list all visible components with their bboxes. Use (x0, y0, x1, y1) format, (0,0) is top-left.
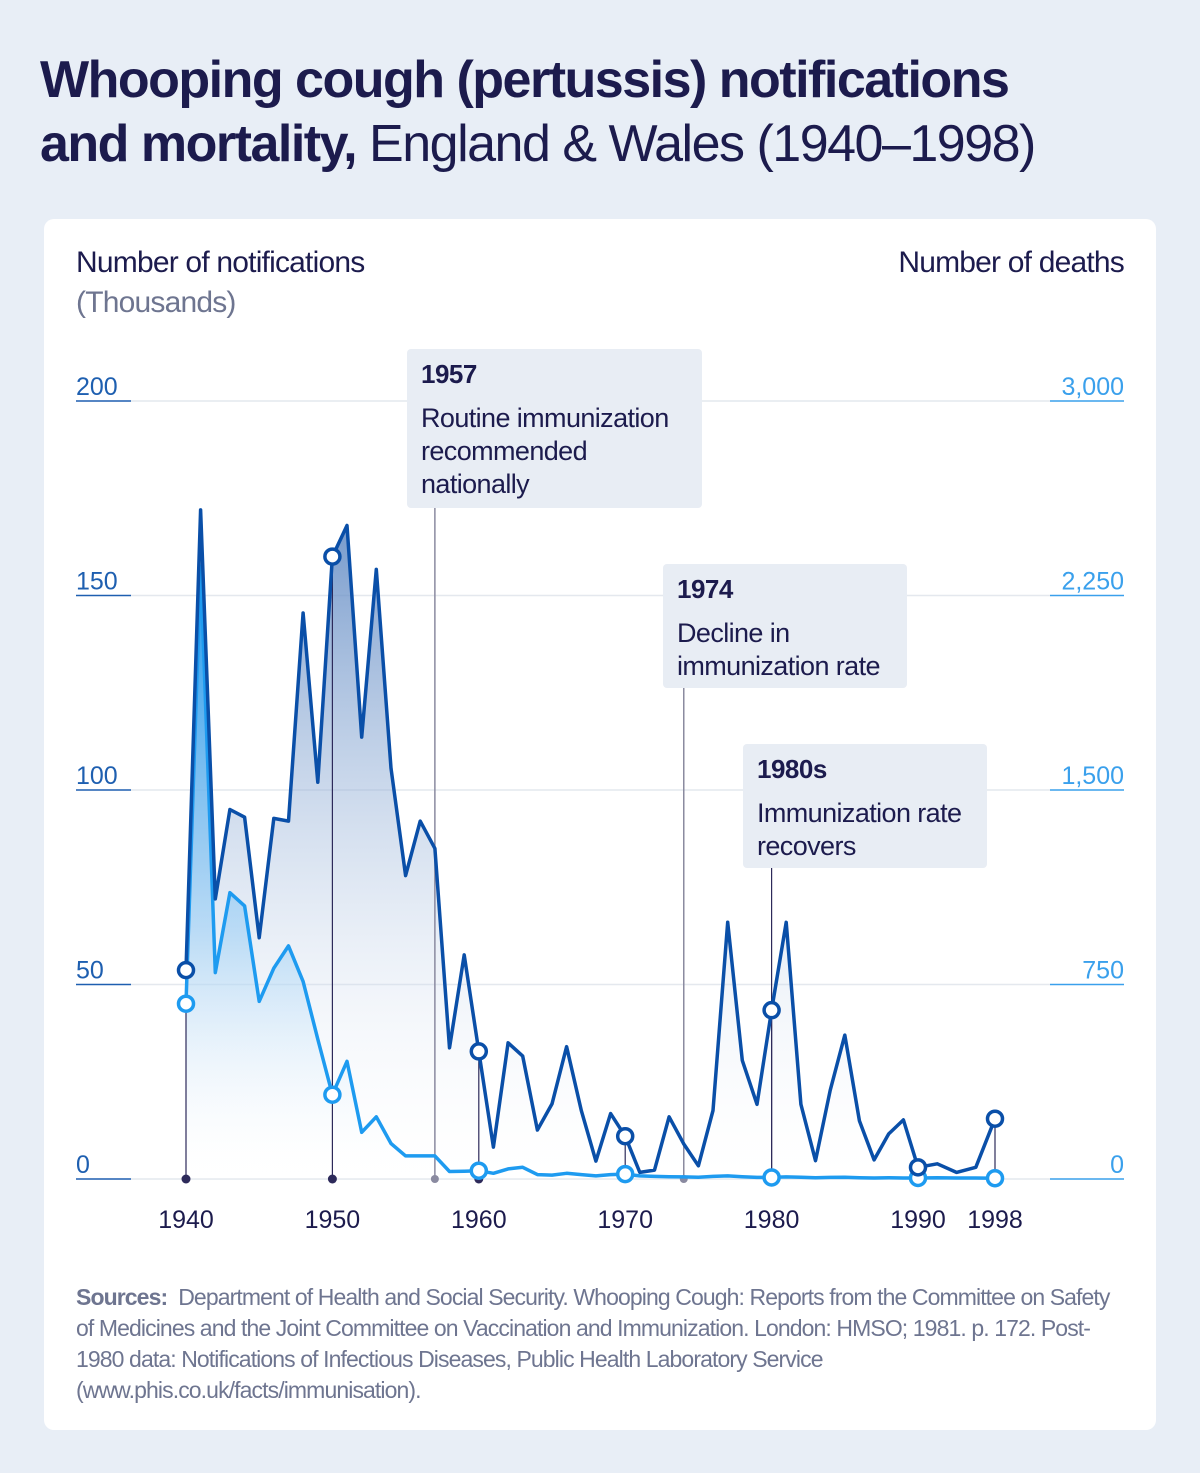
deaths-marker-1940 (176, 994, 196, 1013)
annotation-year: 1974 (677, 574, 733, 604)
left-tick-label: 200 (76, 373, 118, 401)
notifications-marker-1998 (985, 1109, 1005, 1128)
event-dot-1957 (430, 1175, 439, 1183)
sources-note: Sources: Department of Health and Social… (76, 1282, 1126, 1406)
right-tick-label: 3,000 (1061, 373, 1124, 401)
notifications-marker-1940 (176, 960, 196, 980)
deaths-marker-1980 (762, 1168, 781, 1187)
left-tick-label: 0 (76, 1151, 90, 1179)
deaths-area (186, 566, 995, 1179)
notifications-marker-1970 (615, 1126, 635, 1146)
annotation-text: Routine immunization recommended nationa… (421, 403, 669, 499)
left-tick-label: 100 (76, 762, 118, 790)
x-tick-label: 1990 (890, 1206, 946, 1234)
sources-text: Department of Health and Social Security… (76, 1284, 1110, 1403)
x-tick-label: 1970 (597, 1206, 653, 1234)
marker-dot-1950 (327, 1174, 337, 1184)
notifications-marker-1980 (762, 1000, 781, 1020)
x-tick-label: 1998 (967, 1206, 1023, 1234)
deaths-line (184, 564, 996, 1180)
chart-title: Whooping cough (pertussis) notifications… (40, 48, 1036, 176)
right-tick-label: 0 (1110, 1151, 1124, 1179)
sources-label: Sources: (76, 1284, 168, 1310)
annotation-1980s: 1980s Immunization rate recovers (743, 744, 987, 868)
notifications-marker-1950 (323, 547, 342, 566)
x-tick-label: 1940 (158, 1206, 214, 1234)
annotation-year: 1980s (757, 754, 827, 784)
title-bold-line2: and mortality, (40, 115, 358, 173)
left-axis-subtitle: (Thousands) (76, 286, 236, 319)
annotation-1957: 1957 Routine immunization recommended na… (407, 349, 702, 508)
x-tick-label: 1960 (451, 1206, 507, 1234)
notifications-marker-1960 (469, 1042, 489, 1061)
right-tick-label: 750 (1082, 957, 1124, 985)
right-tick-label: 2,250 (1061, 568, 1124, 596)
annotation-text: Immunization rate recovers (757, 798, 962, 861)
right-tick-label: 1,500 (1061, 762, 1124, 790)
deaths-marker-1960 (469, 1161, 489, 1180)
title-bold-line1: Whooping cough (pertussis) notifications (40, 51, 1010, 109)
left-axis-title: Number of notifications (76, 246, 365, 279)
x-tick-label: 1950 (305, 1206, 361, 1234)
notifications-line (184, 508, 997, 1175)
deaths-marker-1970 (615, 1164, 635, 1184)
notifications-marker-1990 (908, 1158, 928, 1177)
x-tick-label: 1980 (744, 1206, 800, 1234)
deaths-marker-1950 (323, 1085, 342, 1104)
marker-dot-1940 (181, 1174, 191, 1184)
annotation-year: 1957 (421, 359, 477, 389)
deaths-marker-1998 (985, 1168, 1005, 1188)
right-axis-title: Number of deaths (898, 246, 1124, 279)
left-tick-label: 150 (76, 568, 118, 596)
annotation-text: Decline in immunization rate (677, 618, 880, 681)
left-tick-label: 50 (76, 957, 104, 985)
annotation-1974: 1974 Decline in immunization rate (663, 564, 907, 688)
title-subtitle: England & Wales (1940–1998) (369, 115, 1036, 173)
